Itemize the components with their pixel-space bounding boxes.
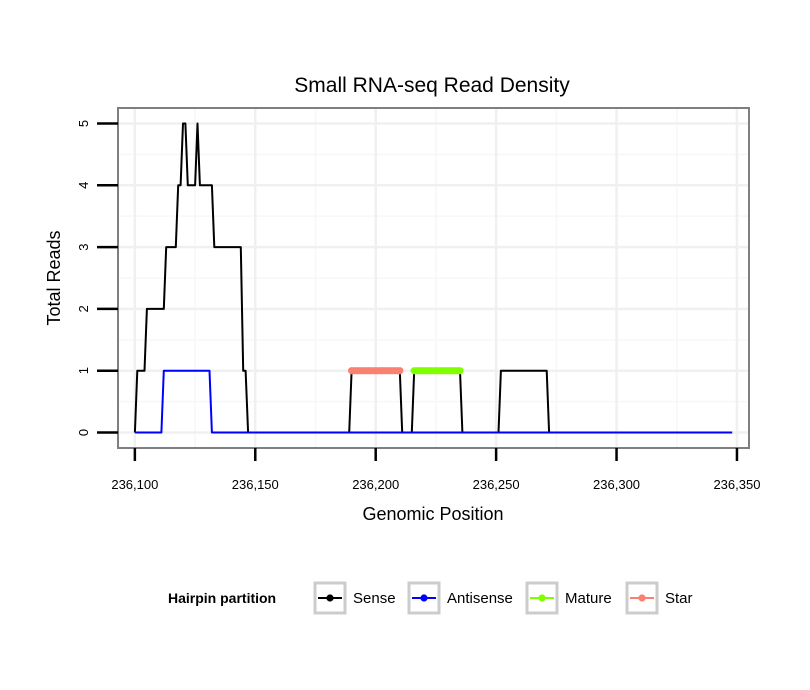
y-tick-label: 3 bbox=[76, 243, 91, 250]
series-mature bbox=[410, 367, 464, 375]
legend-item-mature: Mature bbox=[525, 581, 612, 615]
legend: Hairpin partition Sense Antisense Mature St… bbox=[168, 581, 693, 615]
y-tick-label: 2 bbox=[76, 305, 91, 312]
y-tick-label: 0 bbox=[76, 429, 91, 436]
legend-key-point bbox=[538, 594, 546, 602]
y-axis-title: Total Reads bbox=[44, 230, 64, 325]
legend-label: Mature bbox=[565, 590, 612, 607]
x-tick-label: 236,250 bbox=[473, 477, 520, 492]
x-tick-label: 236,200 bbox=[352, 477, 399, 492]
legend-item-sense: Sense bbox=[313, 581, 396, 615]
chart-title: Small RNA-seq Read Density bbox=[294, 74, 570, 97]
mature-point bbox=[456, 367, 464, 375]
x-axis: 236,100 236,150 236,200 236,250 236,300 236,3… bbox=[111, 448, 760, 492]
legend-key-point bbox=[420, 594, 428, 602]
y-tick-label: 5 bbox=[76, 120, 91, 127]
x-tick-label: 236,100 bbox=[111, 477, 158, 492]
y-axis: 0 1 2 3 4 5 bbox=[76, 120, 118, 436]
legend-key-point bbox=[326, 594, 334, 602]
x-tick-label: 236,300 bbox=[593, 477, 640, 492]
x-tick-label: 236,350 bbox=[713, 477, 760, 492]
series-layer bbox=[133, 122, 733, 434]
y-tick-label: 4 bbox=[76, 182, 91, 189]
star-point bbox=[396, 367, 404, 375]
legend-item-antisense: Antisense bbox=[407, 581, 513, 615]
legend-label: Star bbox=[665, 590, 693, 607]
legend-title: Hairpin partition bbox=[168, 590, 276, 606]
legend-key-point bbox=[638, 594, 646, 602]
series-star bbox=[348, 367, 404, 375]
grid-lines bbox=[118, 108, 749, 448]
series-sense-line bbox=[133, 122, 733, 434]
x-tick-label: 236,150 bbox=[232, 477, 279, 492]
series-antisense-line bbox=[134, 369, 733, 434]
plot-border bbox=[117, 107, 750, 449]
y-tick-label: 1 bbox=[76, 367, 91, 374]
legend-label: Antisense bbox=[447, 590, 513, 607]
legend-item-star: Star bbox=[625, 581, 693, 615]
legend-label: Sense bbox=[353, 590, 396, 607]
x-axis-title: Genomic Position bbox=[362, 504, 503, 524]
